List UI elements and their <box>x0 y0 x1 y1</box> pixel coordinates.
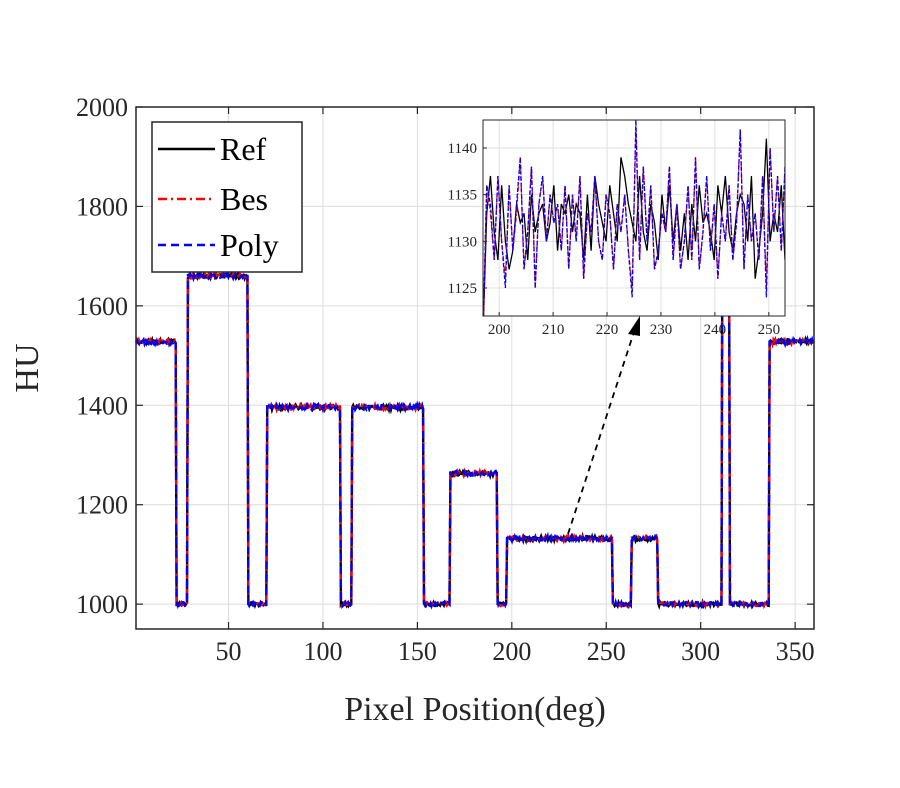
inset-panel: 200 210 220 230 240 250 1125 1130 1135 1140 <box>448 119 786 338</box>
inset-x-tick-label: 240 <box>704 322 727 338</box>
inset-axis-ticks: 200 210 220 230 240 250 1125 1130 1135 1140 <box>448 141 781 338</box>
y-tick-label: 1000 <box>76 590 128 619</box>
inset-line-bes <box>483 129 785 316</box>
y-tick-label: 1400 <box>76 391 128 420</box>
inset-y-tick-label: 1135 <box>448 188 477 204</box>
y-axis-label: HU <box>9 343 46 392</box>
x-tick-label: 200 <box>492 637 531 666</box>
inset-frame <box>482 119 786 317</box>
legend: Ref Bes Poly <box>151 121 303 273</box>
inset-x-tick-label: 210 <box>542 322 565 338</box>
main-series-lines <box>134 210 816 611</box>
zoom-arrow-head <box>628 316 640 336</box>
y-tick-label: 1200 <box>76 491 128 520</box>
legend-label-poly: Poly <box>220 227 279 263</box>
inset-y-tick-label: 1125 <box>448 281 477 297</box>
inset-y-tick-label: 1130 <box>448 234 477 250</box>
main-axis-ticks: 50 100 150 200 250 300 350 1000 1200 1400 1600 1800… <box>76 93 815 666</box>
y-tick-label: 2000 <box>76 93 128 122</box>
series-line-poly <box>134 213 816 610</box>
inset-x-tick-label: 220 <box>596 322 619 338</box>
legend-label-ref: Ref <box>220 131 267 167</box>
inset-series-lines <box>483 120 785 316</box>
x-tick-label: 100 <box>303 637 342 666</box>
x-tick-label: 350 <box>776 637 815 666</box>
zoom-arrow <box>567 331 635 535</box>
plot-frame <box>135 106 815 630</box>
x-tick-label: 50 <box>216 637 242 666</box>
inset-x-tick-label: 250 <box>758 322 781 338</box>
legend-box <box>151 121 303 273</box>
inset-x-tick-label: 200 <box>488 322 511 338</box>
x-tick-label: 150 <box>398 637 437 666</box>
x-tick-label: 250 <box>587 637 626 666</box>
x-tick-label: 300 <box>681 637 720 666</box>
inset-y-tick-label: 1140 <box>448 141 477 157</box>
inset-x-tick-label: 230 <box>650 322 673 338</box>
x-axis-label: Pixel Position(deg) <box>344 691 606 728</box>
y-tick-label: 1600 <box>76 292 128 321</box>
legend-label-bes: Bes <box>220 181 268 217</box>
y-tick-label: 1800 <box>76 192 128 221</box>
